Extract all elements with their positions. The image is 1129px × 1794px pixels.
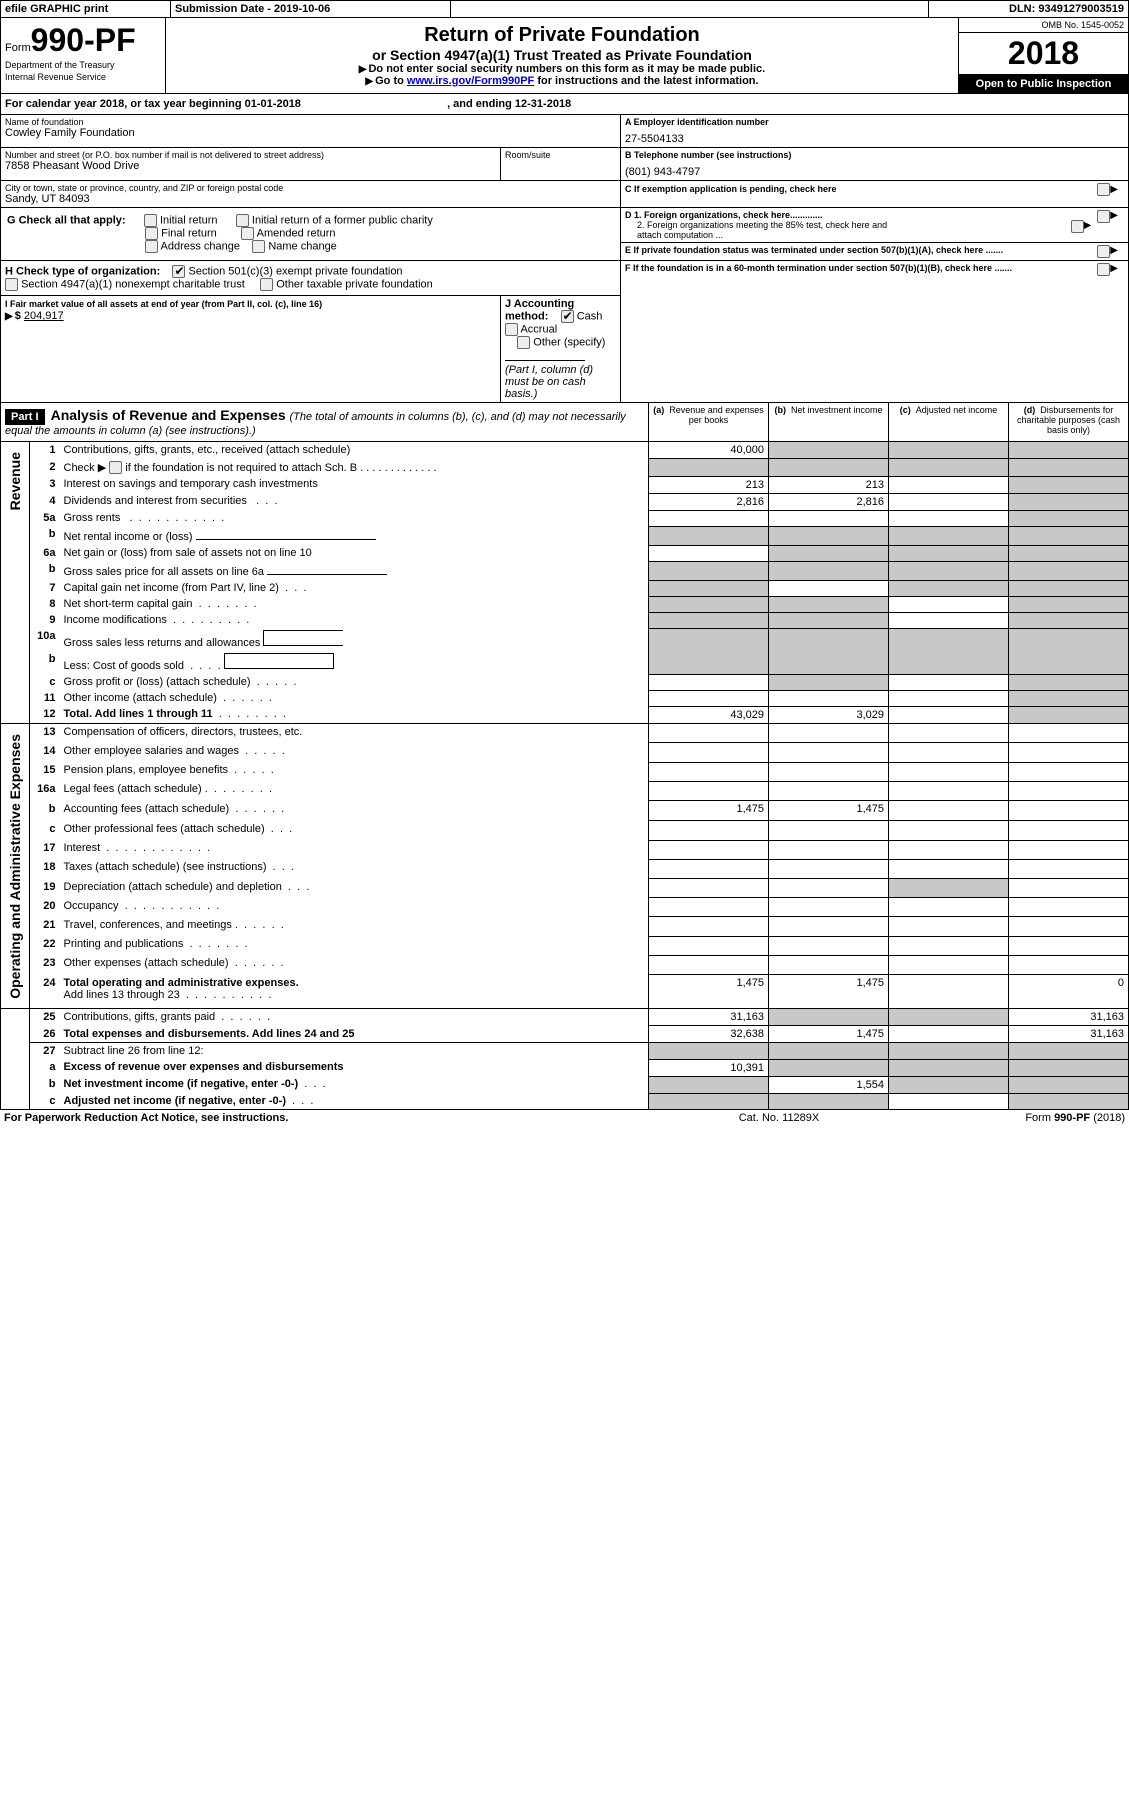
- f-checkbox[interactable]: [1097, 263, 1110, 276]
- top-bar: efile GRAPHIC print Submission Date - 20…: [0, 0, 1129, 18]
- f-label: F If the foundation is in a 60-month ter…: [625, 263, 1012, 273]
- form-header: Form990-PF Department of the Treasury In…: [0, 18, 1129, 94]
- col-c: Adjusted net income: [916, 405, 998, 415]
- form-word: Form: [5, 42, 31, 54]
- form-number: 990-PF: [31, 22, 136, 58]
- g-name-checkbox[interactable]: [252, 240, 265, 253]
- addr-label: Number and street (or P.O. box number if…: [5, 150, 496, 160]
- ssn-warning: Do not enter social security numbers on …: [368, 63, 765, 75]
- h-label: H Check type of organization:: [5, 265, 160, 277]
- part1-header: Part I: [5, 409, 45, 425]
- g-initial-checkbox[interactable]: [144, 214, 157, 227]
- ein-label: A Employer identification number: [625, 117, 1124, 127]
- city-state-zip: Sandy, UT 84093: [5, 193, 616, 205]
- c-label: C If exemption application is pending, c…: [625, 184, 837, 194]
- instructions-link[interactable]: www.irs.gov/Form990PF: [407, 75, 534, 87]
- schb-checkbox[interactable]: [109, 461, 122, 474]
- form-subtitle: or Section 4947(a)(1) Trust Treated as P…: [172, 47, 952, 63]
- d1-label: D 1. Foreign organizations, check here..…: [625, 210, 823, 220]
- part1-table: Part I Analysis of Revenue and Expenses …: [0, 403, 1129, 1110]
- fmv-amount: 204,917: [24, 310, 64, 322]
- name-label: Name of foundation: [5, 117, 616, 127]
- h-4947-checkbox[interactable]: [5, 278, 18, 291]
- ein: 27-5504133: [625, 127, 1124, 145]
- g-final-checkbox[interactable]: [145, 227, 158, 240]
- e-checkbox[interactable]: [1097, 245, 1110, 258]
- h-other-checkbox[interactable]: [260, 278, 273, 291]
- line-4: Dividends and interest from securities: [64, 495, 247, 507]
- d2-label: 2. Foreign organizations meeting the 85%…: [625, 220, 905, 240]
- phone-label: B Telephone number (see instructions): [625, 150, 1124, 160]
- tax-year: 2018: [959, 33, 1128, 75]
- room-label: Room/suite: [501, 148, 621, 181]
- g-initial-former-checkbox[interactable]: [236, 214, 249, 227]
- h-501c3-checkbox[interactable]: [172, 265, 185, 278]
- page-footer: For Paperwork Reduction Act Notice, see …: [0, 1110, 1129, 1126]
- e-label: E If private foundation status was termi…: [625, 245, 1003, 255]
- form-title: Return of Private Foundation: [172, 24, 952, 47]
- revenue-section: Revenue: [5, 444, 25, 518]
- col-a: Revenue and expenses per books: [669, 405, 764, 425]
- city-label: City or town, state or province, country…: [5, 183, 616, 193]
- g-address-checkbox[interactable]: [145, 240, 158, 253]
- efile-label: efile GRAPHIC print: [1, 1, 171, 18]
- j-cash-checkbox[interactable]: [561, 310, 574, 323]
- pra-notice: For Paperwork Reduction Act Notice, see …: [0, 1110, 629, 1126]
- irs: Internal Revenue Service: [5, 72, 106, 82]
- j-note: (Part I, column (d) must be on cash basi…: [505, 364, 593, 400]
- dept: Department of the Treasury: [5, 60, 115, 70]
- col-b: Net investment income: [791, 405, 883, 415]
- g-label: G Check all that apply:: [7, 214, 126, 226]
- street-address: 7858 Pheasant Wood Drive: [5, 160, 496, 172]
- phone: (801) 943-4797: [625, 160, 1124, 178]
- j-other-checkbox[interactable]: [517, 336, 530, 349]
- line-1: Contributions, gifts, grants, etc., rece…: [60, 442, 649, 459]
- g-amended-checkbox[interactable]: [241, 227, 254, 240]
- d1-checkbox[interactable]: [1097, 210, 1110, 223]
- cat-no: Cat. No. 11289X: [629, 1110, 929, 1126]
- c-checkbox[interactable]: [1097, 183, 1110, 196]
- submission-date: Submission Date - 2019-10-06: [171, 1, 451, 18]
- line-3: Interest on savings and temporary cash i…: [60, 476, 649, 493]
- j-accrual-checkbox[interactable]: [505, 323, 518, 336]
- expenses-section: Operating and Administrative Expenses: [5, 726, 25, 1007]
- omb: OMB No. 1545-0052: [959, 18, 1128, 33]
- identification-block: Name of foundation Cowley Family Foundat…: [0, 115, 1129, 403]
- i-label: I Fair market value of all assets at end…: [5, 299, 322, 309]
- foundation-name: Cowley Family Foundation: [5, 127, 616, 139]
- d2-checkbox[interactable]: [1071, 220, 1084, 233]
- calendar-year-row: For calendar year 2018, or tax year begi…: [0, 94, 1129, 115]
- open-public: Open to Public Inspection: [959, 75, 1128, 93]
- dln: DLN: 93491279003519: [929, 1, 1129, 18]
